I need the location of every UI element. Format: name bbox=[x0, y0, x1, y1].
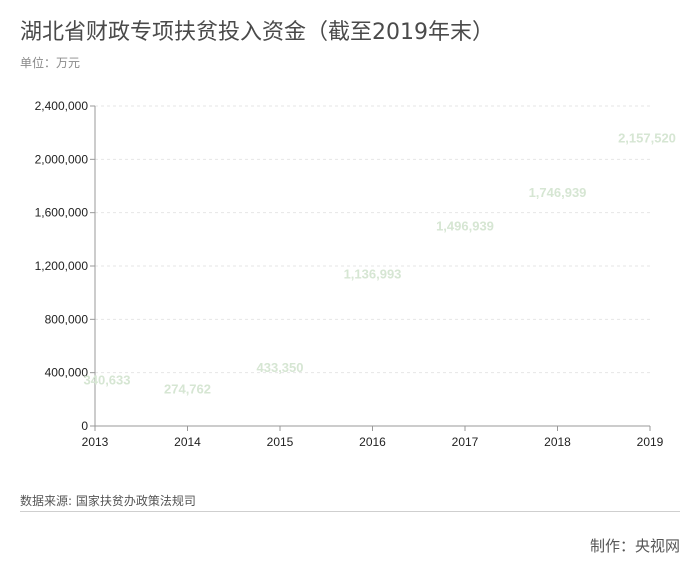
credit: 制作：央视网 bbox=[589, 537, 680, 555]
y-tick-label: 1,200,000 bbox=[35, 259, 89, 273]
x-tick-label: 2013 bbox=[82, 435, 109, 449]
x-tick-label: 2015 bbox=[267, 435, 294, 449]
x-tick-label: 2014 bbox=[174, 435, 201, 449]
data-source: 数据来源: 国家扶贫办政策法规司 bbox=[20, 494, 196, 508]
unit-label: 单位：万元 bbox=[20, 56, 81, 70]
x-tick-label: 2018 bbox=[544, 435, 571, 449]
x-tick-label: 2019 bbox=[637, 435, 664, 449]
y-tick-label: 2,400,000 bbox=[35, 99, 89, 113]
data-label: 2,157,520 bbox=[618, 130, 676, 145]
data-label: 433,350 bbox=[257, 360, 304, 375]
x-tick-label: 2017 bbox=[452, 435, 479, 449]
data-label: 274,762 bbox=[164, 381, 211, 396]
data-label: 1,746,939 bbox=[529, 185, 587, 200]
chart: 0 400,000 800,000 1,200,000 1,600,000 2,000,0… bbox=[35, 99, 676, 449]
chart-title: 湖北省财政专项扶贫投入资金（截至2019年末） bbox=[20, 20, 494, 45]
data-label: 1,496,939 bbox=[436, 218, 494, 233]
data-labels: 340,633 274,762 433,350 1,136,993 1,496,939 1… bbox=[84, 130, 676, 396]
axes: 0 400,000 800,000 1,200,000 1,600,000 2,000,0… bbox=[35, 99, 664, 449]
x-tick-label: 2016 bbox=[359, 435, 386, 449]
y-tick-label: 2,000,000 bbox=[35, 152, 89, 166]
divider bbox=[20, 511, 680, 512]
y-tick-label: 800,000 bbox=[45, 312, 89, 326]
gridlines bbox=[95, 105, 650, 374]
data-label: 340,633 bbox=[84, 373, 131, 388]
y-tick-label: 400,000 bbox=[45, 366, 89, 380]
y-tick-label: 1,600,000 bbox=[35, 206, 89, 220]
data-label: 1,136,993 bbox=[344, 266, 402, 281]
y-tick-label: 0 bbox=[81, 419, 88, 433]
